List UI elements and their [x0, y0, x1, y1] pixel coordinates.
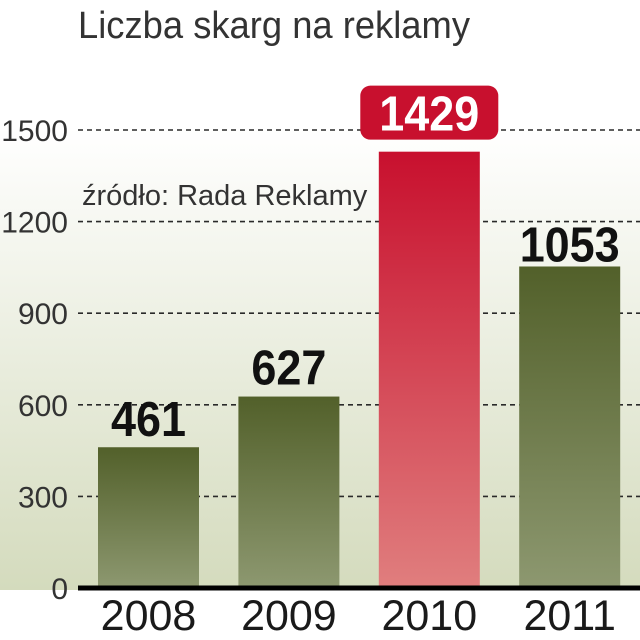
y-tick-label: 600 [18, 390, 68, 423]
bar-2009 [238, 396, 340, 588]
chart-title: Liczba skarg na reklamy [78, 5, 470, 47]
y-tick-label: 1200 [1, 207, 68, 240]
bars [98, 151, 621, 589]
x-tick-label-2011: 2011 [523, 592, 615, 640]
bar-2008 [98, 447, 199, 588]
highlight-value-badge [360, 85, 499, 140]
y-axis-tick-labels: 0 300 600 900 1200 1500 [1, 115, 68, 606]
x-tick-label-2008: 2008 [101, 592, 197, 640]
y-tick-label: 300 [18, 481, 68, 514]
value-label-2011: 1053 [520, 218, 620, 272]
x-tick-label-2009: 2009 [241, 592, 337, 640]
bar-2010 [378, 151, 480, 589]
y-tick-label: 0 [51, 573, 68, 606]
y-tick-label: 1500 [1, 115, 68, 148]
x-tick-label-2010: 2010 [381, 592, 477, 640]
source-note: źródło: Rada Reklamy [82, 180, 368, 212]
bar-2011 [519, 266, 621, 588]
value-label-2010: 1429 [379, 88, 479, 142]
y-tick-label: 900 [18, 298, 68, 331]
value-label-2008: 461 [111, 393, 186, 447]
value-labels: 461 627 1429 1053 [111, 88, 620, 448]
value-label-2009: 627 [251, 342, 326, 396]
x-axis-tick-labels: 2008 2009 2010 2011 [101, 592, 616, 640]
